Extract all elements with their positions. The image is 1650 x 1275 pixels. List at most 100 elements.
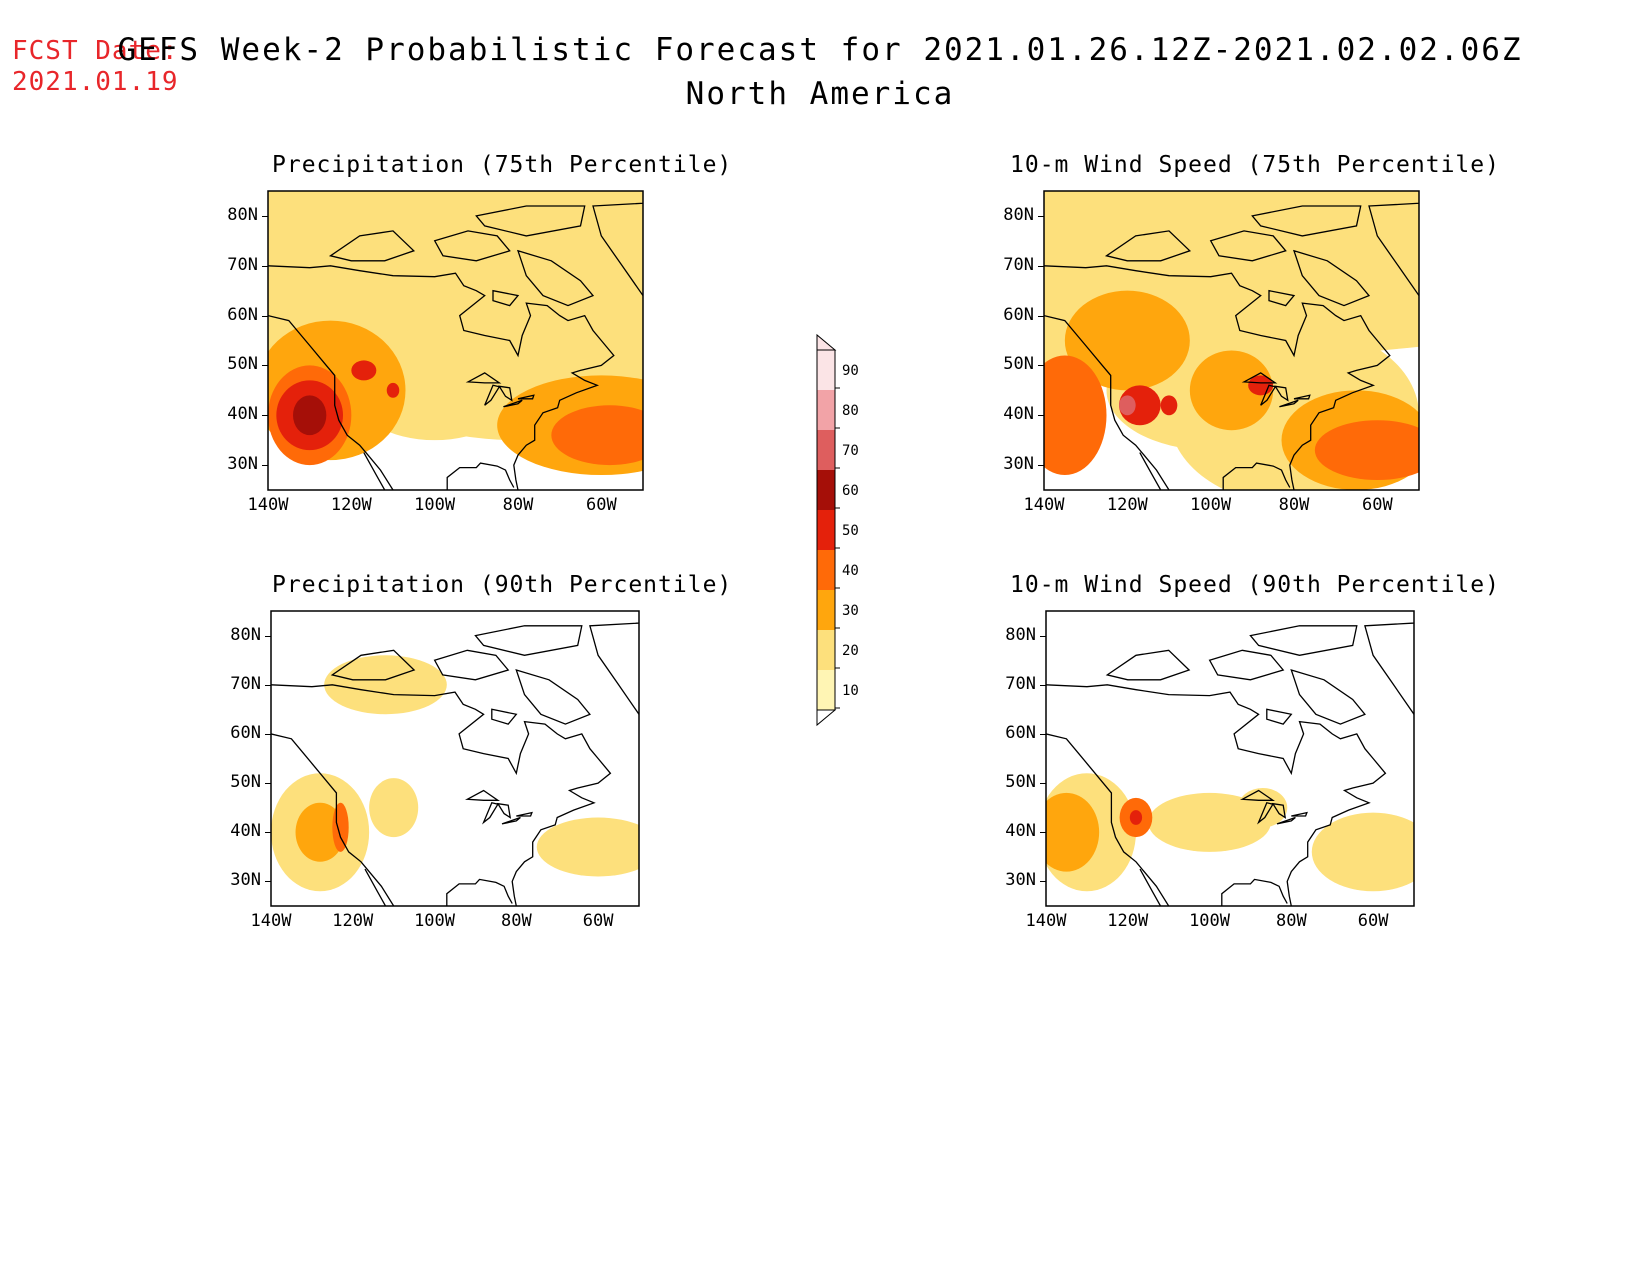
coastline	[1105, 649, 1191, 681]
lon-tick-label: 60W	[582, 911, 614, 931]
coastline	[589, 622, 639, 716]
lat-tick	[265, 832, 271, 834]
lon-tick-label: 140W	[247, 495, 289, 515]
figure-title: GEFS Week-2 Probabilistic Forecast for 2…	[117, 32, 1523, 68]
probability-area	[324, 655, 447, 715]
coastline	[1293, 394, 1311, 400]
lat-tick	[1038, 415, 1044, 417]
lat-tick-label: 80N	[1003, 204, 1034, 225]
lat-tick	[265, 635, 271, 637]
lat-tick	[1038, 315, 1044, 317]
coastline	[1139, 452, 1162, 490]
lat-tick-label: 40N	[230, 821, 261, 842]
lat-tick-label: 70N	[1005, 673, 1036, 694]
coastline	[363, 452, 386, 490]
coastline	[1221, 878, 1288, 906]
probability-area	[1046, 792, 1100, 872]
map-plot	[1043, 190, 1420, 491]
probability-area	[386, 382, 400, 398]
coastline	[330, 649, 416, 681]
coastline	[1104, 230, 1192, 262]
coastline	[1276, 816, 1296, 825]
coastline	[492, 289, 520, 307]
lat-tick	[265, 881, 271, 883]
colorbar-swatch	[817, 470, 835, 510]
coastline	[515, 669, 591, 725]
lon-tick-label: 60W	[1357, 911, 1389, 931]
panel-title: 10-m Wind Speed (75th Percentile)	[1010, 152, 1500, 178]
coastline	[1290, 669, 1366, 725]
coastline	[1241, 372, 1278, 384]
coastline	[1249, 625, 1358, 656]
lat-tick	[265, 684, 271, 686]
lon-tick-label: 140W	[1025, 911, 1067, 931]
coastline	[1046, 733, 1170, 906]
coastline	[516, 249, 595, 307]
probability-area	[332, 802, 349, 852]
coastline	[1266, 708, 1293, 725]
coastline	[491, 708, 518, 725]
colorbar: 90 80 70 60 50 40 30 20 10	[816, 333, 859, 727]
colorbar-cap	[816, 333, 837, 351]
figure-subtitle: North America	[685, 76, 955, 112]
probability-area	[1129, 810, 1143, 825]
probability-area	[1160, 395, 1178, 416]
lat-tick	[262, 215, 268, 217]
probability-area	[351, 360, 377, 381]
lat-tick-label: 80N	[230, 624, 261, 645]
lat-tick-label: 50N	[230, 772, 261, 793]
lon-tick-label: 100W	[1190, 495, 1232, 515]
probability-area	[293, 395, 327, 436]
lon-tick-label: 140W	[1023, 495, 1065, 515]
lat-tick-label: 40N	[1003, 404, 1034, 425]
fcst-date-value: 2021.01.19	[12, 67, 179, 97]
probability-area	[536, 817, 639, 877]
lon-tick-label: 120W	[330, 495, 372, 515]
colorbar-swatch	[817, 390, 835, 430]
lat-tick	[1038, 465, 1044, 467]
coastline	[496, 802, 512, 819]
coastline	[1046, 684, 1387, 906]
colorbar-label: 60	[842, 483, 859, 499]
panel-title: Precipitation (90th Percentile)	[272, 572, 733, 598]
colorbar-label: 50	[842, 523, 859, 539]
coastline	[446, 462, 515, 490]
lat-tick-label: 60N	[1003, 304, 1034, 325]
coastline	[1044, 265, 1391, 490]
map-plot	[1045, 610, 1415, 907]
probability-area	[1189, 350, 1274, 431]
lat-tick-label: 30N	[227, 454, 258, 475]
colorbar-label: 80	[842, 403, 859, 419]
colorbar-label: 10	[842, 683, 859, 699]
coastline	[1292, 249, 1371, 307]
lat-tick	[1040, 684, 1046, 686]
coastline	[592, 202, 643, 297]
lat-tick-label: 70N	[230, 673, 261, 694]
lat-tick-label: 60N	[1005, 722, 1036, 743]
colorbar-swatch	[817, 430, 835, 470]
coastline	[1222, 462, 1291, 490]
lat-tick-label: 60N	[227, 304, 258, 325]
lon-tick-label: 140W	[250, 911, 292, 931]
coastline	[517, 394, 535, 400]
lat-tick	[1038, 265, 1044, 267]
map-frame	[267, 190, 644, 491]
lon-tick-label: 120W	[332, 911, 374, 931]
coastline	[271, 684, 612, 906]
coastline	[1291, 811, 1308, 817]
probability-area	[1311, 812, 1414, 892]
coastline	[271, 733, 395, 906]
colorbar-label: 70	[842, 443, 859, 459]
lat-tick	[1038, 215, 1044, 217]
colorbar-swatch	[817, 510, 835, 550]
coastline	[433, 649, 510, 681]
colorbar-label: 90	[842, 363, 859, 379]
probability-area	[1044, 355, 1107, 476]
coastline	[1274, 385, 1289, 402]
colorbar-swatch	[817, 670, 835, 710]
lon-tick-label: 60W	[1361, 495, 1393, 515]
lat-tick	[265, 783, 271, 785]
fcst-date-caption: FCST Date:	[12, 36, 179, 66]
coastline	[1364, 622, 1414, 716]
map-frame	[270, 610, 640, 907]
